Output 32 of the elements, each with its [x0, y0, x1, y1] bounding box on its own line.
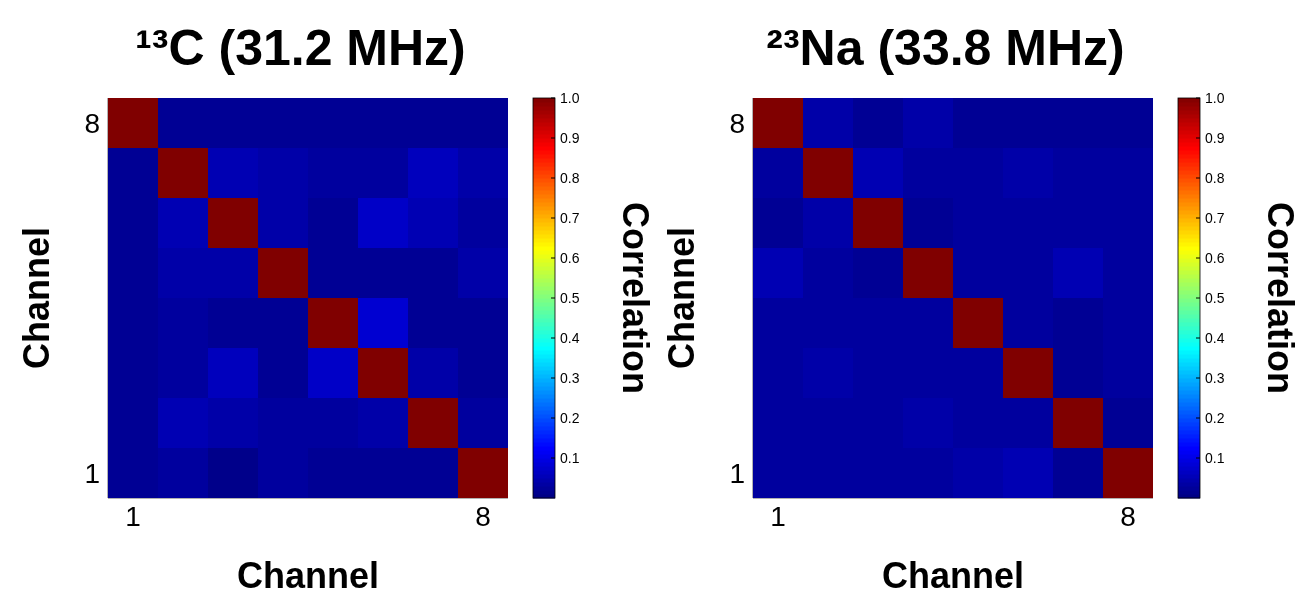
- color-bar-title: Correlation: [1260, 201, 1301, 395]
- color-bar-label: 0.6: [560, 250, 580, 266]
- color-bar-label: 0.2: [560, 410, 580, 426]
- color-bar-label: 0.4: [1205, 330, 1225, 346]
- color-bar-label: 0.6: [1205, 250, 1225, 266]
- y-axis-title: Channel: [15, 226, 57, 370]
- x-axis-title: Channel: [236, 555, 380, 596]
- color-bar-title: Correlation: [615, 201, 656, 395]
- color-bar-label: 0.3: [1205, 370, 1225, 386]
- color-bar-label: 0.7: [1205, 210, 1225, 226]
- color-bar-label: 1.0: [560, 90, 580, 106]
- color-bar-label: 0.7: [560, 210, 580, 226]
- chart-title: ¹³C (31.2 MHz): [134, 19, 467, 78]
- chart-title: ²³Na (33.8 MHz): [765, 19, 1126, 78]
- x-axis-title: Channel: [881, 555, 1025, 596]
- y-axis-title: Channel: [660, 226, 702, 370]
- color-bar-label: 0.1: [1205, 450, 1225, 466]
- color-bar-label: 1.0: [1205, 90, 1225, 106]
- color-bar-label: 0.8: [560, 170, 580, 186]
- x-tick-label: 1: [770, 500, 786, 532]
- color-bar-label: 0.3: [560, 370, 580, 386]
- color-bar-label: 0.4: [560, 330, 580, 346]
- x-tick-label: 1: [125, 500, 141, 532]
- x-tick-label: 8: [1120, 500, 1136, 532]
- x-tick-label: 8: [475, 500, 491, 532]
- color-bar-label: 0.1: [560, 450, 580, 466]
- color-bar-label: 0.9: [560, 130, 580, 146]
- color-bar-label: 0.5: [560, 290, 580, 306]
- color-bar-label: 0.5: [1205, 290, 1225, 306]
- color-bar-label: 0.9: [1205, 130, 1225, 146]
- color-bar-label: 0.8: [1205, 170, 1225, 186]
- color-bar-label: 0.2: [1205, 410, 1225, 426]
